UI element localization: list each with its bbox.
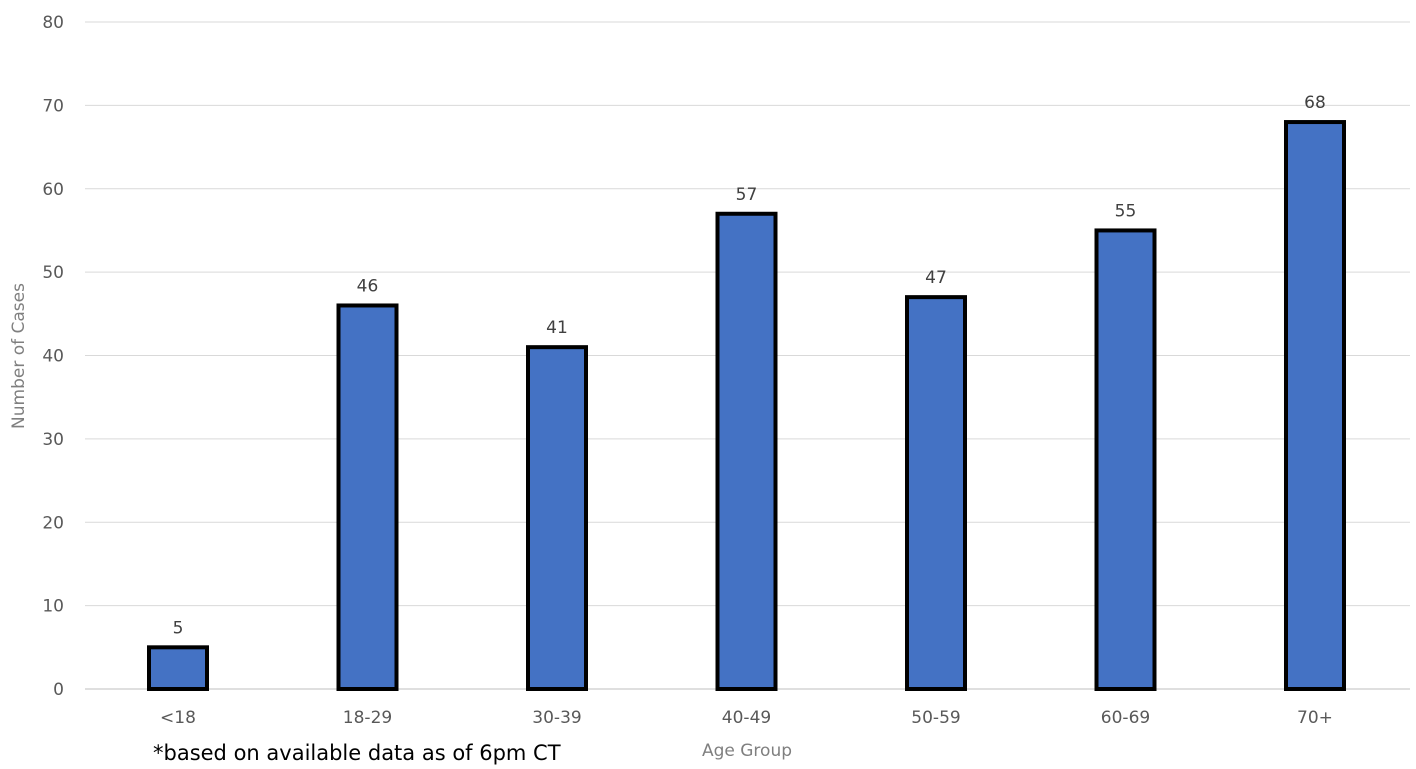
bar-60-69 bbox=[1094, 228, 1157, 691]
x-tick-label: <18 bbox=[160, 708, 196, 728]
data-label: 55 bbox=[1115, 201, 1137, 221]
data-label: 5 bbox=[173, 618, 184, 638]
x-tick-label: 50-59 bbox=[911, 708, 960, 728]
y-axis-title: Number of Cases bbox=[9, 283, 29, 429]
bars bbox=[147, 120, 1346, 692]
bar-70+ bbox=[1284, 120, 1346, 692]
y-tick-label: 50 bbox=[42, 263, 64, 283]
x-axis-ticks: <18 18-29 30-39 40-49 50-59 60-69 70+ bbox=[160, 708, 1333, 728]
y-tick-label: 0 bbox=[53, 680, 64, 700]
x-tick-label: 60-69 bbox=[1101, 708, 1150, 728]
bar-30-39 bbox=[526, 345, 588, 691]
y-tick-label: 80 bbox=[42, 13, 64, 33]
bar-40-49 bbox=[715, 211, 778, 691]
data-label: 47 bbox=[925, 268, 947, 288]
data-label: 41 bbox=[546, 318, 568, 338]
x-tick-label: 30-39 bbox=[532, 708, 581, 728]
y-tick-label: 70 bbox=[42, 96, 64, 116]
bar-18-29 bbox=[336, 303, 399, 691]
y-tick-label: 40 bbox=[42, 347, 64, 367]
x-tick-label: 40-49 bbox=[722, 708, 771, 728]
y-axis-ticks: 0 10 20 30 40 50 60 70 80 bbox=[42, 13, 64, 700]
data-label: 57 bbox=[736, 185, 758, 205]
y-tick-label: 30 bbox=[42, 430, 64, 450]
data-labels: 5 46 41 57 47 55 68 bbox=[173, 93, 1326, 638]
y-tick-label: 20 bbox=[42, 513, 64, 533]
y-tick-label: 60 bbox=[42, 180, 64, 200]
y-tick-label: 10 bbox=[42, 597, 64, 617]
bar-<18 bbox=[147, 645, 209, 691]
x-axis-title: Age Group bbox=[702, 741, 792, 761]
x-tick-label: 18-29 bbox=[343, 708, 392, 728]
footnote: *based on available data as of 6pm CT bbox=[153, 741, 561, 765]
x-tick-label: 70+ bbox=[1297, 708, 1333, 728]
bar-50-59 bbox=[905, 295, 967, 691]
data-label: 68 bbox=[1304, 93, 1326, 113]
data-label: 46 bbox=[357, 276, 379, 296]
